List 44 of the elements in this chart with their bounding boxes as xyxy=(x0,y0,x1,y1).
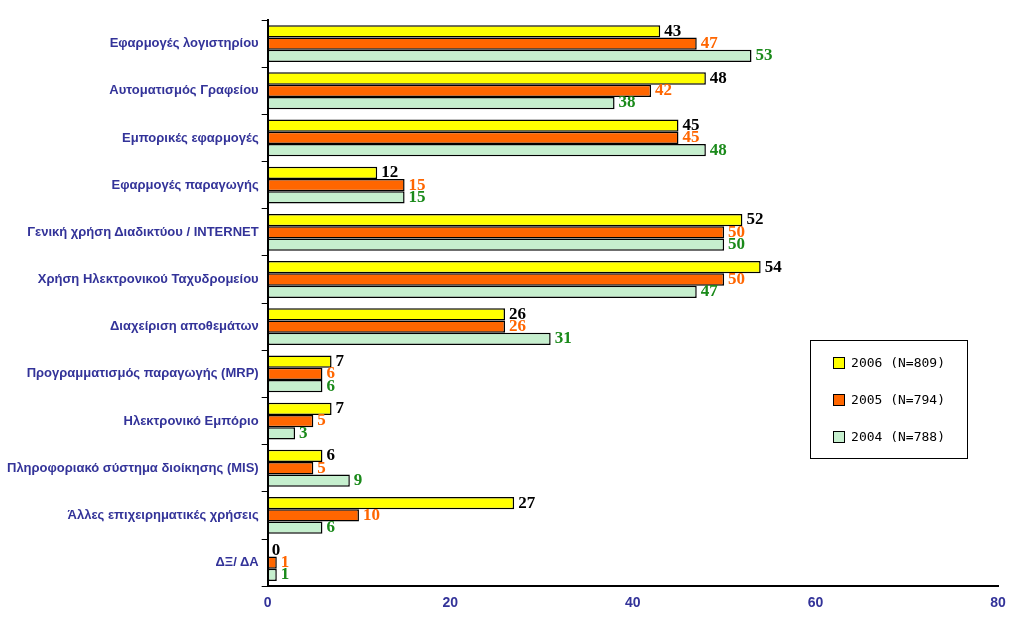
data-label: 31 xyxy=(554,328,572,348)
data-label: 0 xyxy=(271,539,281,559)
y-tick-label: Ηλεκτρονικό Εμπόριο xyxy=(123,412,259,428)
x-tick-label: 40 xyxy=(625,594,641,611)
data-label: 7 xyxy=(335,398,345,418)
data-label: 10 xyxy=(362,504,380,524)
y-tick-label: Χρήση Ηλεκτρονικού Ταχυδρομείου xyxy=(37,271,260,287)
y-tick-label: ΔΞ/ ΔΑ xyxy=(215,554,260,570)
y-tick-label: Άλλες επιχειρηματικές χρήσεις xyxy=(67,507,259,522)
data-label: 9 xyxy=(353,469,363,489)
y-tick-label: Εμπορικές εφαρμογές xyxy=(122,129,259,145)
x-tick-label: 20 xyxy=(442,594,459,611)
x-tick-label: 0 xyxy=(263,594,272,611)
data-label: 5 xyxy=(317,410,326,430)
y-tick-label: Πληροφοριακό σύστημα διοίκησης (MIS) xyxy=(6,459,259,475)
x-tick-label: 80 xyxy=(990,594,1006,611)
y-tick-label: Προγραμματισμός παραγωγής (MRP) xyxy=(26,365,259,381)
data-label: 53 xyxy=(755,45,773,65)
y-tick-label: Αυτοματισμός Γραφείου xyxy=(109,82,260,98)
data-label: 52 xyxy=(746,209,764,229)
data-label: 48 xyxy=(709,139,727,159)
data-label: 50 xyxy=(728,268,746,288)
data-label: 47 xyxy=(700,32,719,52)
data-label: 48 xyxy=(709,67,727,87)
data-label: 54 xyxy=(764,256,783,276)
data-label: 38 xyxy=(618,92,636,112)
legend-label: 2006 (N=809) xyxy=(851,355,945,370)
data-label: 7 xyxy=(335,351,345,370)
legend-label: 2005 (N=794) xyxy=(851,392,945,407)
y-tick-label: Εφαρμογές παραγωγής xyxy=(111,176,259,192)
data-label: 27 xyxy=(518,492,536,512)
data-label: 12 xyxy=(381,162,399,182)
data-label: 6 xyxy=(326,517,335,537)
data-label: 47 xyxy=(700,281,719,301)
y-tick-label: Διαχείριση αποθεμάτων xyxy=(110,318,259,334)
data-label: 43 xyxy=(664,20,682,40)
legend-label: 2004 (N=788) xyxy=(851,429,945,444)
data-label: 42 xyxy=(655,80,673,100)
y-tick-label: Εφαρμογές λογιστηρίου xyxy=(109,35,260,51)
data-label: 5 xyxy=(317,457,326,477)
y-tick-label: Γενική χρήση Διαδικτύου / INTERNET xyxy=(27,223,259,239)
data-label: 6 xyxy=(326,445,335,465)
data-label: 3 xyxy=(299,422,308,442)
x-tick-label: 60 xyxy=(807,594,824,611)
